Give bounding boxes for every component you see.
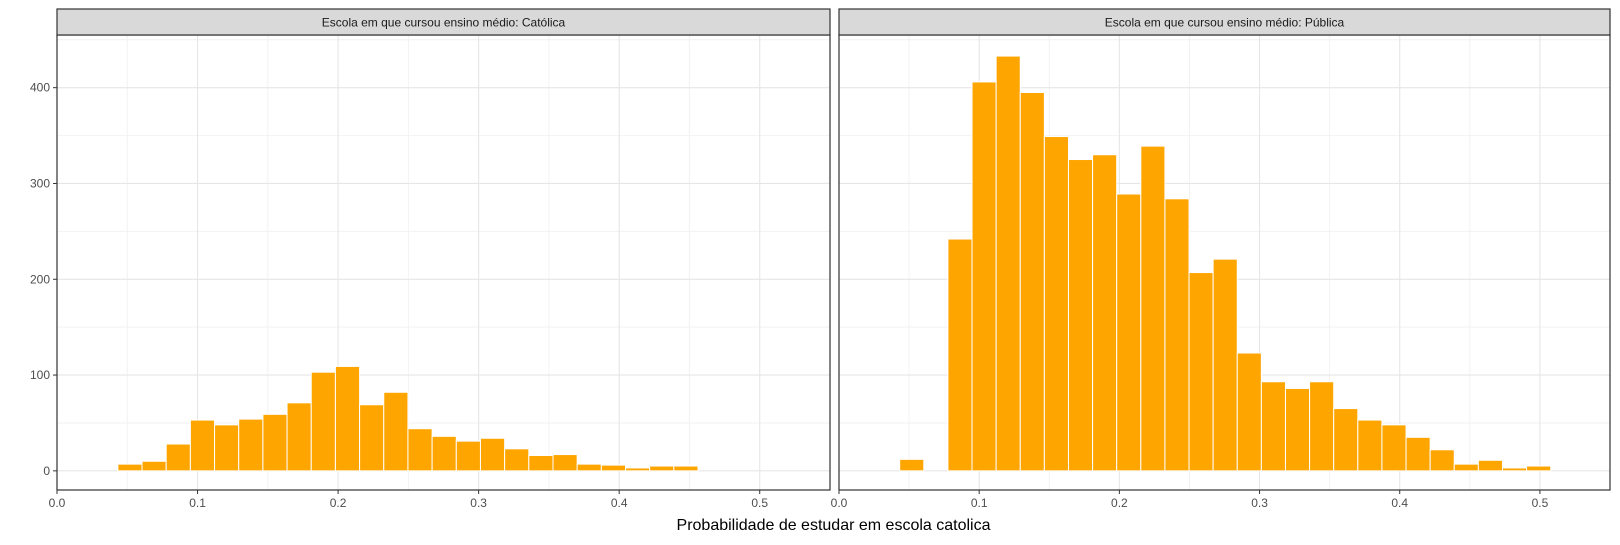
histogram-bar (1333, 408, 1359, 472)
histogram-bar (576, 463, 602, 472)
histogram-bar (359, 404, 385, 472)
y-tick-label: 400 (30, 81, 50, 95)
histogram-bar (552, 454, 578, 472)
histogram-bar (286, 402, 312, 472)
histogram-bar (504, 448, 530, 472)
histogram-bar (947, 238, 973, 472)
x-tick-label: 0.1 (189, 496, 206, 510)
histogram-bar (899, 458, 925, 472)
histogram-bar (1116, 193, 1142, 472)
histogram-bar (1164, 198, 1190, 472)
facet-strip-label: Escola em que cursou ensino médio: Catól… (322, 16, 566, 30)
histogram-bar (649, 465, 675, 472)
histogram-bar (1260, 381, 1286, 472)
histogram-bar (1212, 258, 1238, 472)
histogram-bar (1188, 272, 1214, 472)
histogram-bar (189, 419, 216, 472)
histogram-bar (1501, 467, 1528, 472)
histogram-bar (971, 81, 997, 472)
histogram-bar (1429, 449, 1455, 472)
histogram-bar (141, 460, 167, 472)
histogram-bar (455, 440, 481, 472)
histogram-bar (1236, 352, 1262, 472)
histogram-bar (995, 55, 1021, 472)
histogram-bar (1357, 419, 1383, 472)
histogram-bar (1284, 387, 1311, 472)
histogram-bar (407, 428, 433, 472)
x-tick-label: 0.3 (1251, 496, 1268, 510)
facet-strip (56, 8, 831, 36)
histogram-bar (334, 365, 361, 472)
histogram-bar (117, 463, 143, 472)
x-tick-label: 0.5 (1532, 496, 1549, 510)
histogram-bar (1453, 463, 1479, 472)
histogram-bar (1019, 91, 1045, 472)
histogram-bar (262, 413, 288, 472)
histogram-bar (1381, 424, 1407, 472)
histogram-bar (1405, 436, 1431, 472)
x-tick-label: 0.3 (470, 496, 487, 510)
x-tick-label: 0.2 (330, 496, 347, 510)
x-tick-label: 0.0 (831, 496, 848, 510)
x-axis-title: Probabilidade de estudar em escola catol… (677, 517, 991, 534)
histogram-bar (431, 435, 457, 472)
histogram-bar (383, 391, 409, 472)
histogram-bar (673, 465, 699, 472)
histogram-bar (625, 467, 651, 472)
panel-background (57, 35, 830, 490)
histogram-bar (214, 424, 240, 472)
y-tick-label: 300 (30, 176, 50, 190)
histogram-bar (1043, 136, 1069, 472)
histogram-bar (1140, 145, 1166, 472)
facet-strip-label: Escola em que cursou ensino médio: Públi… (1105, 16, 1345, 30)
histogram-bar (479, 437, 506, 472)
x-tick-label: 0.0 (49, 496, 66, 510)
histogram-bar (1067, 159, 1094, 472)
histogram-bar (1477, 459, 1503, 472)
histogram-bar (310, 371, 336, 472)
y-tick-label: 200 (30, 272, 50, 286)
y-tick-label: 100 (30, 368, 50, 382)
histogram-bar (165, 443, 191, 472)
histogram-bar (1309, 381, 1335, 472)
x-tick-label: 0.2 (1111, 496, 1128, 510)
x-tick-label: 0.4 (1391, 496, 1408, 510)
histogram-bar (238, 418, 264, 472)
x-tick-label: 0.1 (971, 496, 988, 510)
histogram-bar (1092, 154, 1118, 472)
facet-strip (838, 8, 1611, 36)
histogram-bar (1526, 465, 1552, 472)
histogram-bar (528, 455, 554, 472)
y-tick-label: 0 (43, 464, 50, 478)
x-tick-label: 0.4 (611, 496, 628, 510)
histogram-bar (600, 464, 627, 472)
x-tick-label: 0.5 (751, 496, 768, 510)
